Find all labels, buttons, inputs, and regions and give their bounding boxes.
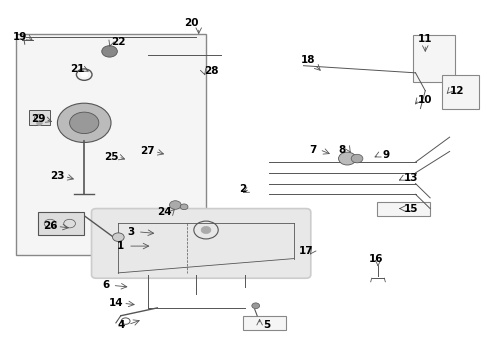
Text: 1: 1 — [117, 241, 124, 251]
Circle shape — [57, 103, 111, 143]
Text: 3: 3 — [127, 227, 134, 237]
Circle shape — [80, 72, 88, 77]
Text: 8: 8 — [339, 145, 346, 155]
Text: 16: 16 — [369, 253, 384, 264]
Text: 10: 10 — [418, 95, 433, 105]
Text: 18: 18 — [301, 55, 316, 65]
Text: 25: 25 — [104, 152, 118, 162]
Bar — [243, 316, 287, 330]
Text: 4: 4 — [117, 320, 124, 330]
Text: 24: 24 — [157, 207, 172, 217]
Text: 19: 19 — [13, 32, 27, 42]
Bar — [413, 35, 455, 82]
Text: 5: 5 — [263, 320, 270, 330]
Circle shape — [36, 121, 42, 125]
Bar — [29, 111, 49, 125]
Text: 27: 27 — [140, 147, 155, 157]
Circle shape — [339, 152, 356, 165]
Text: 17: 17 — [298, 247, 313, 256]
Circle shape — [351, 154, 363, 163]
Circle shape — [102, 46, 117, 57]
Text: 11: 11 — [418, 34, 433, 44]
Text: 7: 7 — [310, 145, 317, 155]
Circle shape — [252, 303, 260, 309]
Text: 21: 21 — [70, 64, 84, 74]
Bar — [376, 202, 430, 216]
Text: 13: 13 — [403, 173, 418, 183]
Text: 22: 22 — [111, 37, 125, 48]
Text: 15: 15 — [403, 203, 418, 213]
Text: 14: 14 — [109, 298, 123, 308]
Text: 23: 23 — [50, 171, 65, 181]
Text: 2: 2 — [239, 184, 246, 194]
Text: 12: 12 — [450, 86, 464, 96]
Circle shape — [170, 201, 181, 209]
Bar — [16, 33, 206, 255]
Circle shape — [180, 204, 188, 210]
Circle shape — [201, 226, 211, 234]
Circle shape — [113, 233, 124, 242]
Text: 26: 26 — [43, 221, 57, 231]
FancyBboxPatch shape — [92, 208, 311, 278]
Circle shape — [70, 112, 99, 134]
Text: 28: 28 — [204, 66, 218, 76]
Text: 29: 29 — [31, 114, 45, 124]
Text: 9: 9 — [383, 150, 390, 160]
Text: 20: 20 — [184, 18, 198, 28]
Bar — [38, 212, 84, 235]
Bar — [442, 75, 479, 109]
Text: 6: 6 — [102, 280, 110, 291]
